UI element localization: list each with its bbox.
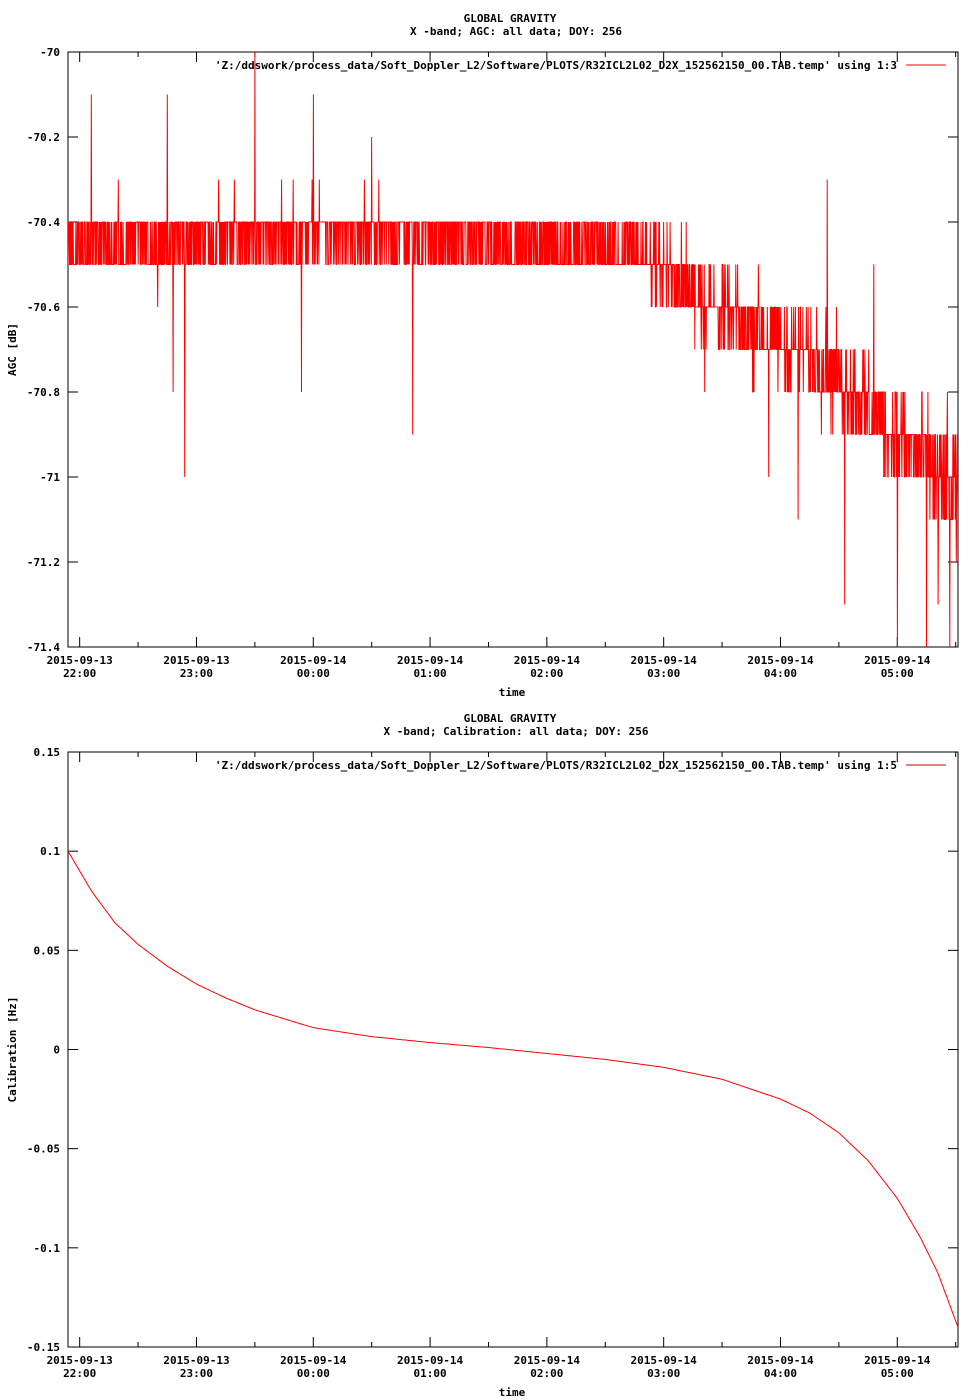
x-tick-date-label: 2015-09-14 [747,654,814,667]
x-tick-date-label: 2015-09-14 [514,1354,581,1367]
x-tick-date-label: 2015-09-14 [747,1354,814,1367]
x-tick-time-label: 05:00 [881,1367,914,1380]
y-tick-label: -0.15 [27,1341,60,1354]
x-tick-date-label: 2015-09-14 [397,654,464,667]
chart-subtitle: X -band; AGC: all data; DOY: 256 [410,25,622,38]
y-tick-label: -71.4 [27,641,60,654]
x-tick-time-label: 23:00 [180,1367,213,1380]
legend-label: 'Z:/ddswork/process_data/Soft_Doppler_L2… [215,59,897,72]
y-tick-label: -70.8 [27,386,60,399]
x-tick-time-label: 00:00 [297,1367,330,1380]
y-tick-label: -70.6 [27,301,60,314]
x-tick-time-label: 03:00 [647,667,680,680]
y-tick-label: -70.2 [27,131,60,144]
x-tick-time-label: 02:00 [530,1367,563,1380]
x-tick-date-label: 2015-09-14 [864,654,931,667]
x-tick-time-label: 05:00 [881,667,914,680]
x-tick-time-label: 22:00 [63,667,96,680]
x-tick-time-label: 04:00 [764,667,797,680]
y-tick-label: -70.4 [27,216,60,229]
chart-title: GLOBAL GRAVITY [464,12,557,25]
x-tick-date-label: 2015-09-14 [631,1354,698,1367]
series-line [68,850,958,1328]
series-line [68,52,958,647]
y-tick-label: 0.15 [34,746,61,759]
x-tick-date-label: 2015-09-13 [163,654,229,667]
x-tick-date-label: 2015-09-14 [864,1354,931,1367]
y-tick-label: -0.05 [27,1143,60,1156]
x-tick-date-label: 2015-09-13 [163,1354,229,1367]
y-axis-label: AGC [dB] [6,323,19,376]
x-tick-date-label: 2015-09-13 [47,1354,113,1367]
y-tick-label: 0.05 [34,944,61,957]
chart-title: GLOBAL GRAVITY [464,712,557,725]
x-tick-date-label: 2015-09-14 [397,1354,464,1367]
chart-subtitle: X -band; Calibration: all data; DOY: 256 [384,725,649,738]
x-axis-label: time [499,1386,526,1399]
x-tick-time-label: 04:00 [764,1367,797,1380]
y-tick-label: -71 [40,471,60,484]
x-tick-date-label: 2015-09-14 [514,654,581,667]
x-tick-date-label: 2015-09-14 [280,654,347,667]
x-tick-time-label: 03:00 [647,1367,680,1380]
x-tick-date-label: 2015-09-13 [47,654,113,667]
x-tick-time-label: 01:00 [414,667,447,680]
x-tick-time-label: 23:00 [180,667,213,680]
x-tick-date-label: 2015-09-14 [631,654,698,667]
x-tick-time-label: 01:00 [414,1367,447,1380]
y-tick-label: -71.2 [27,556,60,569]
x-axis-label: time [499,686,526,699]
y-tick-label: -0.1 [34,1242,61,1255]
y-axis-label: Calibration [Hz] [6,997,19,1103]
x-tick-date-label: 2015-09-14 [280,1354,347,1367]
legend-label: 'Z:/ddswork/process_data/Soft_Doppler_L2… [215,759,897,772]
x-tick-time-label: 22:00 [63,1367,96,1380]
x-tick-time-label: 02:00 [530,667,563,680]
y-tick-label: 0 [53,1044,60,1057]
plot-frame [67,51,959,648]
y-tick-label: 0.1 [40,845,60,858]
x-tick-time-label: 00:00 [297,667,330,680]
y-tick-label: -70 [40,46,60,59]
